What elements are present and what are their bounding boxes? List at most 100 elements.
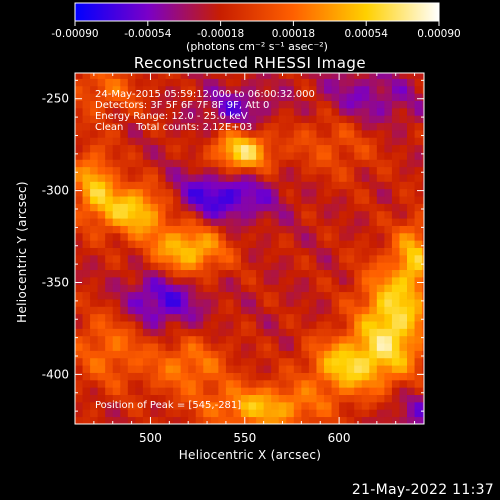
- colorbar-tick-label: -0.00018: [197, 28, 244, 40]
- heatmap-cell: [248, 181, 257, 190]
- colorbar: -0.00090 -0.00054 -0.00018 0.00018 0.00054 0.…: [51, 2, 461, 53]
- heatmap-cell: [286, 188, 295, 197]
- heatmap-cell: [112, 93, 121, 101]
- heatmap-cell: [263, 218, 272, 226]
- heatmap-cell: [422, 269, 424, 278]
- heatmap-cell: [233, 343, 242, 351]
- heatmap-cell: [225, 247, 234, 256]
- heatmap-cell: [90, 210, 99, 219]
- heatmap-cell: [384, 188, 393, 197]
- heatmap-cell: [75, 137, 83, 146]
- heatmap-cell: [391, 225, 400, 234]
- heatmap-cell: [75, 299, 83, 307]
- heatmap-cell: [286, 225, 295, 234]
- heatmap-cell: [210, 276, 219, 285]
- heatmap-cell: [399, 262, 408, 271]
- heatmap-cell: [112, 78, 121, 87]
- heatmap-cell: [188, 240, 197, 248]
- heatmap-cell: [105, 379, 114, 388]
- heatmap-cell: [188, 321, 197, 329]
- heatmap-cell: [165, 379, 174, 388]
- heatmap-cell: [233, 387, 242, 395]
- heatmap-cell: [218, 284, 227, 293]
- heatmap-cell: [75, 284, 83, 293]
- heatmap-cell: [354, 357, 363, 366]
- heatmap-cell: [135, 144, 144, 153]
- heatmap-cell: [142, 144, 151, 153]
- heatmap-cell: [316, 299, 325, 307]
- heatmap-cell: [316, 152, 325, 160]
- heatmap-cell: [97, 276, 106, 285]
- heatmap-cell: [316, 137, 325, 146]
- heatmap-cell: [248, 129, 257, 138]
- heatmap-cell: [248, 372, 257, 381]
- heatmap-cell: [195, 254, 204, 263]
- heatmap-cell: [241, 401, 249, 410]
- heatmap-cell: [263, 401, 272, 410]
- heatmap-cell: [399, 129, 408, 138]
- heatmap-cell: [278, 306, 287, 315]
- heatmap-cell: [218, 152, 227, 160]
- heatmap-cell: [278, 343, 287, 351]
- heatmap-cell: [97, 174, 106, 182]
- heatmap-cell: [407, 225, 415, 234]
- heatmap-cell: [218, 343, 227, 351]
- heatmap-cell: [339, 387, 348, 395]
- heatmap-cell: [97, 218, 106, 226]
- heatmap-cell: [399, 379, 408, 388]
- heatmap-cell: [97, 335, 106, 344]
- heatmap-cell: [82, 100, 91, 109]
- heatmap-cell: [399, 291, 408, 300]
- heatmap-cell: [90, 181, 99, 190]
- heatmap-cell: [271, 152, 280, 160]
- heatmap-cell: [241, 357, 249, 366]
- heatmap-cell: [384, 129, 393, 138]
- heatmap-cell: [369, 203, 378, 212]
- heatmap-cell: [384, 203, 393, 212]
- heatmap-cell: [188, 299, 197, 307]
- heatmap-cell: [278, 122, 287, 131]
- heatmap-cell: [165, 247, 174, 256]
- heatmap-cell: [316, 372, 325, 381]
- heatmap-cell: [210, 159, 219, 168]
- heatmap-cell: [256, 247, 265, 256]
- heatmap-cell: [210, 372, 219, 381]
- heatmap-cell: [210, 350, 219, 359]
- heatmap-cell: [369, 196, 378, 204]
- heatmap-cell: [127, 387, 136, 395]
- heatmap-cell: [150, 159, 159, 168]
- heatmap-cell: [188, 115, 197, 124]
- heatmap-cell: [82, 203, 91, 212]
- heatmap-cell: [150, 269, 159, 278]
- heatmap-cell: [120, 218, 129, 226]
- heatmap-cell: [241, 409, 249, 418]
- heatmap-cell: [391, 210, 400, 219]
- heatmap-cell: [241, 291, 249, 300]
- heatmap-cell: [354, 166, 363, 175]
- heatmap-cell: [301, 122, 310, 131]
- heatmap-cell: [142, 247, 151, 256]
- heatmap-cell: [407, 416, 415, 424]
- heatmap-cell: [112, 188, 121, 197]
- heatmap-cell: [195, 291, 204, 300]
- heatmap-cell: [384, 343, 393, 351]
- heatmap-cell: [361, 174, 370, 182]
- heatmap-cell: [105, 416, 114, 424]
- heatmap-cell: [278, 416, 287, 424]
- heatmap-cell: [391, 203, 400, 212]
- heatmap-cell: [82, 372, 91, 381]
- heatmap-cell: [376, 343, 385, 351]
- heatmap-cell: [422, 394, 424, 403]
- heatmap-cell: [165, 416, 174, 424]
- heatmap-cell: [301, 299, 310, 307]
- heatmap-cell: [361, 269, 370, 278]
- heatmap-cell: [142, 269, 151, 278]
- heatmap-cell: [225, 306, 234, 315]
- heatmap-cell: [376, 78, 385, 87]
- heatmap-cell: [414, 394, 423, 403]
- heatmap-cell: [414, 328, 423, 337]
- heatmap-cell: [225, 387, 234, 395]
- heatmap-cell: [339, 299, 348, 307]
- heatmap-cell: [158, 181, 166, 190]
- heatmap-cell: [301, 387, 310, 395]
